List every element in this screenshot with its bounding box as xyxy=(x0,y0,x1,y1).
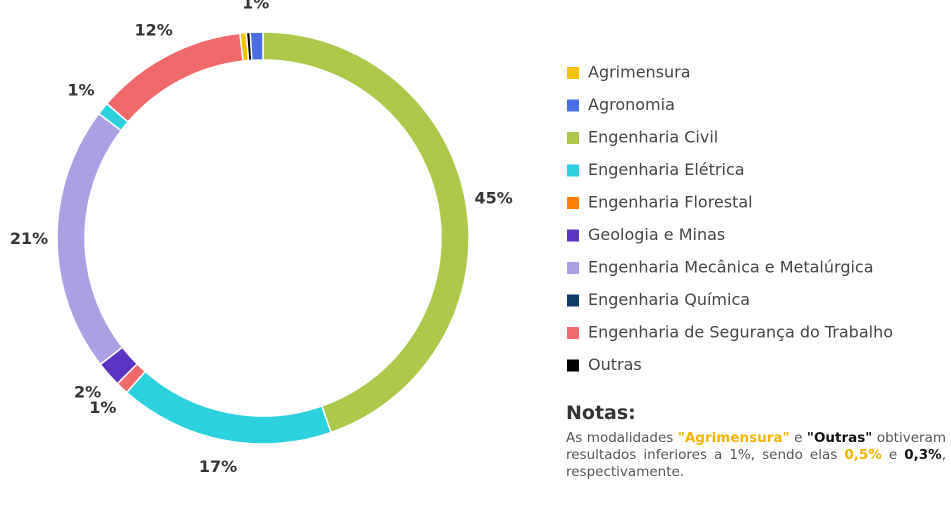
text: , respectivamente. xyxy=(566,447,946,480)
legend-swatch xyxy=(567,262,579,274)
legend-label: Engenharia Florestal xyxy=(588,193,753,212)
text: As modalidades xyxy=(566,430,678,446)
legend-label: Agronomia xyxy=(588,95,675,114)
legend-label: Engenharia de Segurança do Trabalho xyxy=(588,323,893,342)
data-label: 1% xyxy=(89,398,116,417)
data-label: 1% xyxy=(242,0,269,13)
legend-label: Engenharia Elétrica xyxy=(588,160,745,179)
slice xyxy=(56,112,124,366)
notes: Notas: As modalidades "Agrimensura" e "O… xyxy=(566,402,946,481)
highlight: "Outras" xyxy=(806,430,873,446)
legend-swatch xyxy=(567,132,579,144)
slice xyxy=(249,31,264,62)
data-label: 45% xyxy=(475,188,513,207)
highlight: "Agrimensura" xyxy=(677,430,790,446)
text: e xyxy=(789,430,807,446)
notes-text: As modalidades "Agrimensura" e "Outras" … xyxy=(566,430,946,481)
legend-swatch xyxy=(567,229,579,242)
legend-label: Engenharia Civil xyxy=(588,128,718,147)
legend-swatch xyxy=(567,164,579,177)
highlight: 0,5% xyxy=(844,447,882,463)
data-label: 21% xyxy=(10,229,48,248)
text: obtiveram resultados inferiores a 1%, se… xyxy=(566,430,946,463)
legend-label: Outras xyxy=(588,355,642,374)
legend-swatch xyxy=(567,99,579,112)
notes-title: Notas: xyxy=(566,402,636,424)
slice xyxy=(105,32,244,123)
slice xyxy=(125,370,332,445)
data-label: 17% xyxy=(199,457,237,476)
legend-label: Agrimensura xyxy=(588,63,691,82)
data-label: 2% xyxy=(74,382,101,401)
legend-swatch xyxy=(567,359,579,372)
legend-swatch xyxy=(567,67,579,79)
text: e xyxy=(881,447,905,463)
legend-label: Engenharia Mecânica e Metalúrgica xyxy=(588,258,874,277)
slice xyxy=(262,31,470,434)
highlight: 0,3% xyxy=(904,447,942,463)
data-label: 12% xyxy=(135,21,173,40)
legend-label: Engenharia Química xyxy=(588,290,750,309)
legend-swatch xyxy=(567,327,579,339)
legend-swatch xyxy=(567,197,579,209)
legend-swatch xyxy=(567,294,579,307)
legend-label: Geologia e Minas xyxy=(588,225,725,244)
data-label: 1% xyxy=(67,80,94,99)
